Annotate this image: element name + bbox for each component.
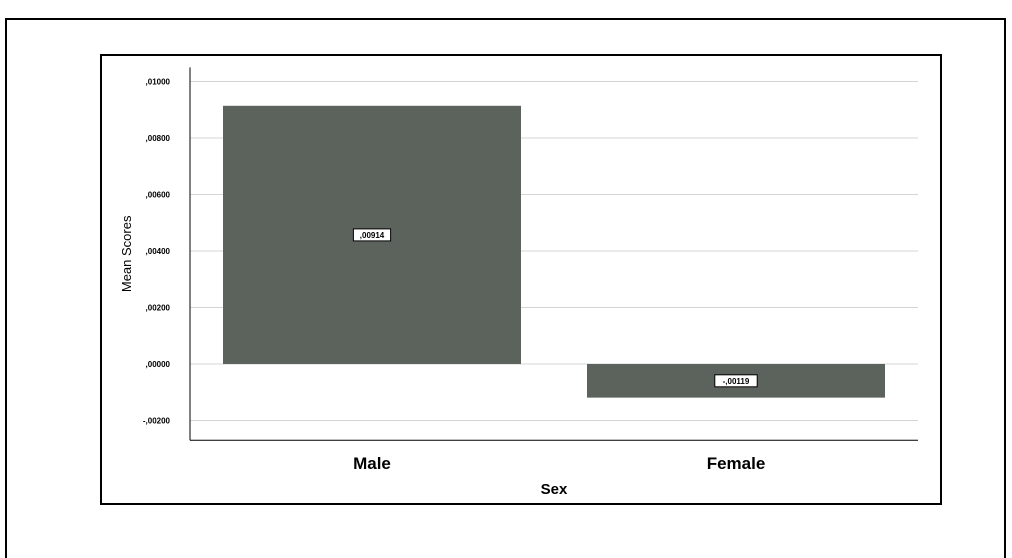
x-category-label: Male bbox=[353, 454, 391, 473]
y-tick-label: -,00200 bbox=[143, 417, 171, 426]
data-label-box bbox=[714, 374, 758, 388]
data-label: -,00119 bbox=[723, 377, 750, 386]
bars bbox=[223, 105, 885, 398]
y-tick-label: ,00800 bbox=[146, 134, 171, 143]
data-labels: ,00914 -,00119 bbox=[352, 228, 758, 388]
y-tick-label: ,01000 bbox=[146, 78, 171, 87]
y-tick-labels: -,00200 ,00000 ,00200 ,00400 ,00600 ,00800 ,01… bbox=[143, 78, 171, 426]
y-axis-title: Mean Scores bbox=[119, 215, 134, 292]
data-label: ,00914 bbox=[360, 231, 385, 240]
y-tick-label: ,00200 bbox=[146, 304, 171, 313]
category-labels: Male Female bbox=[353, 454, 765, 473]
y-tick-label: ,00400 bbox=[146, 247, 171, 256]
y-tick-label: ,00000 bbox=[146, 360, 171, 369]
y-tick-label: ,00600 bbox=[146, 191, 171, 200]
data-label-box bbox=[352, 228, 392, 242]
x-category-label: Female bbox=[707, 454, 766, 473]
axes bbox=[189, 67, 918, 441]
x-axis-title: Sex bbox=[541, 481, 568, 498]
figure-frame bbox=[5, 18, 1006, 558]
